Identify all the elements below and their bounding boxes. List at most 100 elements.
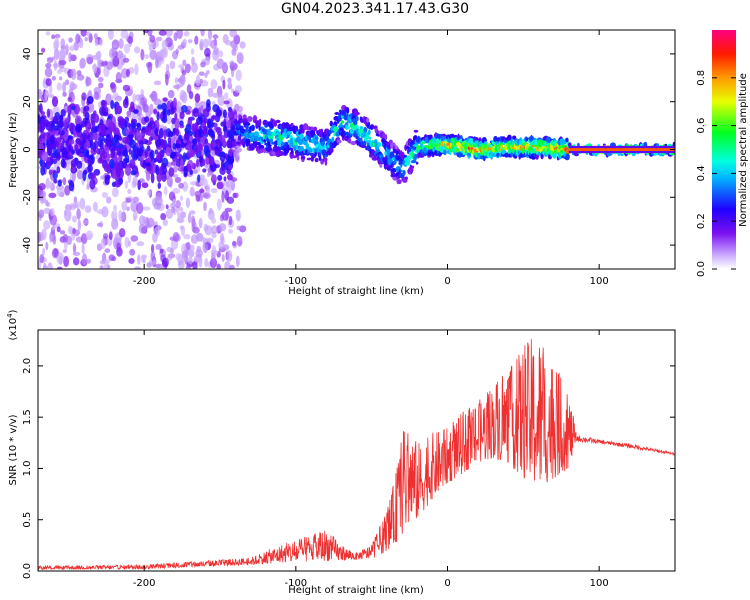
spectrogram-cell	[167, 89, 175, 99]
spectrogram-cell	[73, 196, 78, 204]
spectrogram-cell	[194, 141, 198, 152]
spectrogram-cell	[355, 115, 359, 122]
spectrogram-cell	[234, 38, 240, 44]
spectrogram-cell	[402, 170, 406, 176]
spectrogram-cell	[160, 49, 167, 59]
spectrogram-cell	[313, 126, 318, 132]
spectrogram-cell	[239, 41, 246, 49]
spectrogram-cell	[51, 169, 57, 174]
spectrogram-cell	[185, 263, 191, 269]
spectrogram-cell	[350, 140, 357, 146]
spectrogram-cell	[169, 108, 175, 115]
spectrogram-cell	[176, 101, 182, 109]
spectrogram-cell	[85, 76, 92, 87]
spectrogram-cell	[75, 123, 82, 133]
spectrogram-cell	[207, 128, 214, 136]
spectrogram-cell	[308, 146, 312, 152]
spectrogram-cell	[109, 48, 116, 59]
colorbar-tick-label: 0.4	[696, 165, 707, 181]
spectrogram-cell	[68, 180, 75, 192]
spectrogram-cell	[145, 169, 151, 182]
spectrogram-cell	[227, 78, 232, 87]
spectrogram-cell	[100, 129, 105, 137]
spectrogram-cell	[208, 207, 213, 215]
spectrogram-cell	[86, 140, 91, 148]
snr-ytick-label: 0.5	[22, 512, 33, 528]
spectrogram-cell	[146, 145, 151, 152]
snr-ytick-label: 1.5	[22, 409, 33, 425]
spectrogram-cell	[226, 168, 232, 175]
spectrogram-cell	[92, 142, 97, 153]
spectrogram-cell	[216, 181, 224, 190]
spectrogram-cell	[56, 266, 63, 269]
spectrogram-cell	[194, 93, 201, 103]
spectrogram-cell	[203, 38, 209, 49]
spectrogram-cell	[212, 34, 219, 39]
spectrogram-cell	[177, 211, 181, 217]
spectrogram-cell	[135, 131, 143, 141]
spectrogram-cell	[137, 254, 141, 265]
spectrogram-cell	[98, 136, 103, 148]
spectrogram-cell	[45, 78, 52, 87]
spectrogram-cell	[178, 64, 185, 69]
spectrogram-cell	[195, 249, 203, 258]
spectrogram-cell	[247, 116, 253, 122]
spectrogram-cell	[278, 151, 285, 156]
spectrogram-cell	[210, 39, 218, 49]
spectrogram-cell	[210, 115, 215, 122]
spectrogram-cell	[51, 75, 56, 81]
spectrogram-cell	[295, 152, 300, 157]
spectrogram-cell	[59, 76, 63, 81]
spectrogram-cell	[75, 148, 82, 155]
spectrogram-cell	[227, 157, 232, 164]
spectrogram-cell	[54, 33, 61, 39]
spectrogram-cell	[182, 152, 187, 163]
spectrogram-cell	[183, 165, 188, 177]
spectrogram-cell	[123, 43, 130, 54]
spectrogram-cell	[68, 52, 73, 63]
spectrogram-cell	[204, 72, 208, 78]
spectrogram-cell	[202, 158, 206, 167]
spectrogram-ytick-label: -40	[22, 237, 33, 253]
spectrogram-cell	[120, 30, 129, 39]
spectrogram-cell	[68, 37, 73, 43]
spectrogram-cell	[48, 192, 57, 199]
spectrogram-cell	[79, 197, 86, 210]
spectrogram-cell	[348, 137, 352, 144]
spectrogram-cell	[204, 225, 213, 236]
spectrogram-cell	[174, 143, 181, 149]
spectrogram-cell	[203, 145, 210, 155]
spectrogram-cell	[203, 125, 209, 132]
spectrogram-cell	[106, 61, 113, 70]
spectrogram-cell	[111, 137, 118, 147]
spectrogram-cell	[395, 150, 400, 155]
spectrogram-cell	[38, 113, 41, 121]
spectrogram-cell	[194, 35, 199, 45]
spectrogram-cell	[136, 202, 144, 214]
spectrogram-cell	[134, 266, 141, 269]
spectrogram-ylabel: Frequency (Hz)	[8, 112, 19, 188]
spectrogram-cell	[565, 153, 570, 161]
spectrogram-cell	[197, 174, 201, 183]
spectrogram-cell	[50, 207, 55, 217]
spectrogram-cell	[179, 111, 185, 120]
spectrogram-cell	[205, 184, 211, 195]
spectrogram-cell	[158, 166, 165, 176]
spectrogram-cell	[148, 44, 154, 52]
spectrogram-cell	[108, 231, 113, 241]
spectrogram-cell	[216, 263, 221, 269]
spectrogram-cell	[264, 124, 268, 128]
spectrogram-cell	[97, 58, 102, 71]
spectrogram-cell	[110, 100, 115, 110]
spectrogram-cell	[71, 105, 76, 111]
spectrogram-cell	[155, 36, 163, 42]
spectrogram-cell	[242, 114, 247, 120]
spectrogram-cell	[315, 136, 318, 140]
spectrogram-cell	[108, 121, 115, 133]
spectrogram-cell	[56, 166, 61, 174]
spectrogram-cell	[149, 258, 157, 265]
spectrogram-cell	[51, 120, 55, 128]
spectrogram-cell	[236, 235, 243, 247]
spectrogram-cell	[457, 152, 463, 158]
